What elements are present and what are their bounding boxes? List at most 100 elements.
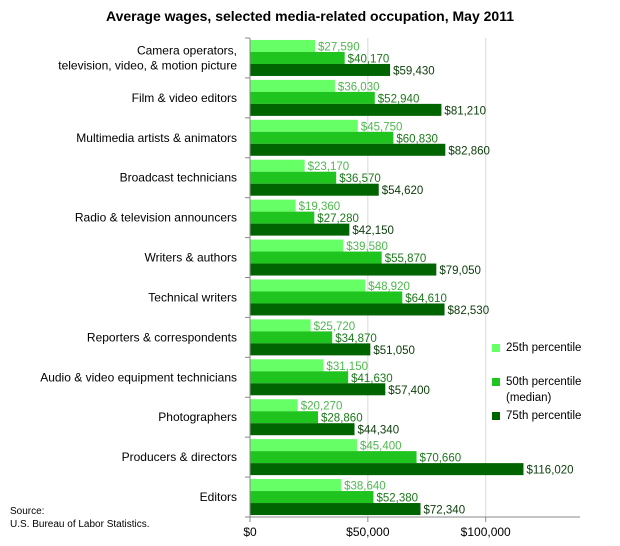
bar bbox=[250, 359, 324, 372]
category-label: Camera operators, bbox=[137, 43, 237, 57]
data-label: $45,750 bbox=[361, 121, 403, 133]
data-label: $51,050 bbox=[373, 345, 415, 357]
category-label: television, video, & motion picture bbox=[58, 58, 237, 72]
data-label: $116,020 bbox=[526, 465, 573, 477]
bar bbox=[250, 399, 298, 412]
bar bbox=[250, 251, 382, 264]
legend-label: 75th percentile bbox=[506, 408, 581, 424]
bar bbox=[250, 199, 296, 212]
data-label: $39,580 bbox=[346, 241, 388, 253]
data-label: $59,430 bbox=[393, 65, 435, 77]
category-label: Producers & directors bbox=[122, 450, 237, 464]
x-tick-label: $50,000 bbox=[346, 525, 390, 539]
bar bbox=[250, 463, 524, 476]
data-label: $34,870 bbox=[335, 333, 377, 345]
bar bbox=[250, 371, 349, 384]
bar bbox=[250, 503, 421, 516]
legend-label-line: 75th percentile bbox=[506, 410, 582, 422]
bar bbox=[250, 171, 337, 184]
bar bbox=[250, 291, 403, 304]
bar bbox=[250, 439, 358, 452]
data-label: $48,920 bbox=[368, 281, 410, 293]
x-tick-label: $100,000 bbox=[461, 525, 511, 539]
bar bbox=[250, 51, 345, 64]
source-label: Source: bbox=[10, 506, 45, 517]
data-label: $57,400 bbox=[388, 385, 430, 397]
data-label: $28,860 bbox=[321, 413, 363, 425]
bar bbox=[250, 79, 335, 92]
data-label: $54,620 bbox=[382, 185, 424, 197]
data-label: $55,870 bbox=[385, 253, 427, 265]
legend-label-line: (median) bbox=[506, 392, 552, 404]
bar bbox=[250, 143, 446, 156]
category-label: Editors bbox=[200, 490, 237, 504]
source-text: U.S. Bureau of Labor Statistics. bbox=[10, 519, 150, 530]
bar bbox=[250, 331, 333, 344]
legend-label: 50th percentile (median) bbox=[506, 374, 581, 406]
x-tick-label: $0 bbox=[243, 525, 257, 539]
bar bbox=[250, 63, 391, 76]
data-label: $20,270 bbox=[301, 401, 343, 413]
category-label: Audio & video equipment technicians bbox=[40, 370, 237, 384]
data-label: $41,630 bbox=[351, 373, 393, 385]
data-label: $38,640 bbox=[344, 481, 386, 493]
bar bbox=[250, 131, 394, 144]
bar bbox=[250, 263, 437, 276]
data-label: $81,210 bbox=[444, 105, 486, 117]
bar bbox=[250, 239, 344, 252]
data-label: $42,150 bbox=[352, 225, 394, 237]
bar bbox=[250, 451, 417, 464]
bar bbox=[250, 91, 375, 104]
bar bbox=[250, 491, 374, 504]
data-label: $70,660 bbox=[420, 453, 462, 465]
data-label: $72,340 bbox=[424, 505, 466, 517]
data-label: $60,830 bbox=[396, 133, 438, 145]
bar bbox=[250, 411, 319, 424]
data-label: $19,360 bbox=[299, 201, 341, 213]
data-label: $31,150 bbox=[326, 361, 368, 373]
chart-title: Average wages, selected media-related oc… bbox=[106, 8, 514, 24]
data-label: $44,340 bbox=[358, 425, 400, 437]
category-label: Writers & authors bbox=[145, 251, 237, 265]
category-label: Film & video editors bbox=[132, 91, 237, 105]
bar bbox=[250, 279, 366, 292]
bar bbox=[250, 343, 371, 356]
bar bbox=[250, 211, 315, 224]
data-label: $23,170 bbox=[308, 161, 350, 173]
data-label: $64,610 bbox=[405, 293, 447, 305]
category-label: Radio & television announcers bbox=[75, 211, 237, 225]
legend-swatch bbox=[492, 344, 500, 352]
legend-label-line: 50th percentile bbox=[506, 376, 582, 388]
data-label: $27,280 bbox=[317, 213, 359, 225]
bar bbox=[250, 103, 442, 116]
category-label: Reporters & correspondents bbox=[87, 330, 237, 344]
legend-swatch bbox=[492, 378, 500, 386]
bar bbox=[250, 383, 386, 396]
data-label: $36,030 bbox=[338, 81, 380, 93]
bar bbox=[250, 303, 445, 316]
legend-label-line: 25th percentile bbox=[506, 342, 582, 354]
category-label: Broadcast technicians bbox=[120, 171, 237, 185]
category-label: Photographers bbox=[158, 410, 237, 424]
data-label: $27,590 bbox=[318, 41, 360, 53]
legend-label: 25th percentile bbox=[506, 340, 581, 356]
bar bbox=[250, 39, 316, 52]
bar bbox=[250, 119, 358, 132]
legend-swatch bbox=[492, 412, 500, 420]
data-label: $40,170 bbox=[348, 53, 390, 65]
data-label: $79,050 bbox=[439, 265, 481, 277]
data-label: $36,570 bbox=[339, 173, 381, 185]
bar bbox=[250, 319, 311, 332]
category-label: Technical writers bbox=[148, 290, 237, 304]
bar bbox=[250, 223, 350, 236]
data-label: $45,400 bbox=[360, 441, 402, 453]
bar bbox=[250, 479, 342, 492]
data-label: $52,940 bbox=[378, 93, 420, 105]
data-label: $82,860 bbox=[448, 145, 490, 157]
bar bbox=[250, 423, 355, 436]
bar bbox=[250, 159, 305, 172]
bar bbox=[250, 183, 379, 196]
category-label: Multimedia artists & animators bbox=[76, 131, 237, 145]
data-label: $82,530 bbox=[448, 305, 490, 317]
